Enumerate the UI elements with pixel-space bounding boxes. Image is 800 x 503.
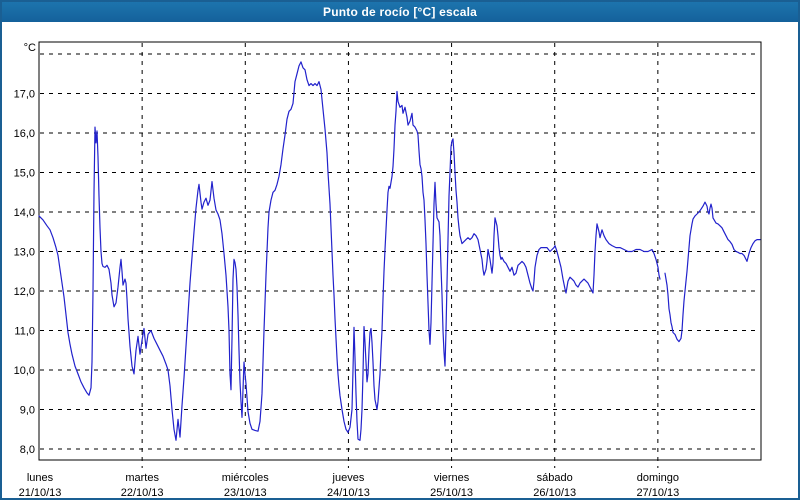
gridlines [40, 43, 760, 468]
y-axis-labels: 8,0 9,0 10,0 11,0 12,0 13,0 14,0 15,0 16,0 17,0 [14, 89, 35, 457]
svg-text:jueves: jueves [332, 472, 365, 484]
svg-text:21/10/13: 21/10/13 [19, 487, 62, 498]
svg-text:16,0: 16,0 [14, 128, 35, 140]
svg-text:domingo: domingo [637, 472, 679, 484]
chart-area: 8,0 9,0 10,0 11,0 12,0 13,0 14,0 15,0 16,0 17,0 °… [2, 22, 798, 499]
svg-text:26/10/13: 26/10/13 [533, 487, 576, 498]
svg-text:lunes: lunes [27, 472, 54, 484]
svg-text:22/10/13: 22/10/13 [121, 487, 164, 498]
svg-text:23/10/13: 23/10/13 [224, 487, 267, 498]
svg-text:14,0: 14,0 [14, 207, 35, 219]
svg-text:12,0: 12,0 [14, 286, 35, 298]
svg-text:viernes: viernes [434, 472, 470, 484]
svg-text:27/10/13: 27/10/13 [636, 487, 679, 498]
svg-text:miércoles: miércoles [222, 472, 270, 484]
svg-text:10,0: 10,0 [14, 365, 35, 377]
dewpoint-chart: 8,0 9,0 10,0 11,0 12,0 13,0 14,0 15,0 16,0 17,0 °… [14, 41, 762, 499]
dewpoint-line [38, 61, 761, 441]
celsius-unit-label: °C [24, 42, 36, 54]
plot-border [38, 41, 762, 461]
svg-text:11,0: 11,0 [14, 326, 35, 338]
svg-text:24/10/13: 24/10/13 [327, 487, 370, 498]
chart-title: Punto de rocío [°C] escala [322, 5, 478, 19]
svg-text:8,0: 8,0 [20, 444, 35, 456]
svg-text:15,0: 15,0 [14, 168, 35, 180]
chart-titlebar: Punto de rocío [°C] escala [2, 2, 798, 22]
x-axis-labels: lunes 21/10/13 martes 22/10/13 miércoles 23/1… [19, 472, 680, 499]
svg-text:25/10/13: 25/10/13 [430, 487, 473, 498]
svg-text:13,0: 13,0 [14, 247, 35, 259]
svg-text:9,0: 9,0 [20, 405, 35, 417]
svg-text:martes: martes [125, 472, 159, 484]
svg-text:sábado: sábado [537, 472, 573, 484]
svg-text:17,0: 17,0 [14, 89, 35, 101]
svg-text:°C: °C [24, 42, 36, 54]
